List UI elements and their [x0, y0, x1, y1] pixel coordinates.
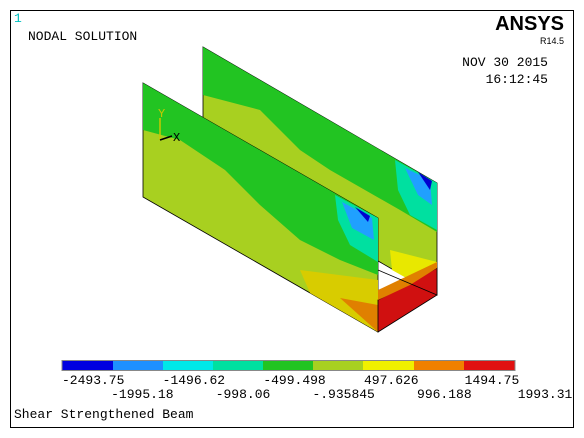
- plot-title: NODAL SOLUTION: [28, 29, 137, 44]
- triad-y: Y: [158, 107, 165, 121]
- legend-labels: -2493.75 -1496.62 -499.498 497.626 1494.75 -1…: [62, 373, 573, 402]
- version: R14.5: [540, 36, 564, 46]
- legend-label: -998.06: [216, 387, 271, 402]
- legend-label: 1993.31: [518, 387, 573, 402]
- triad-x: X: [173, 131, 180, 145]
- contour-blue: [342, 202, 374, 240]
- brand: ANSYS: [495, 13, 564, 35]
- legend-bar: [61, 360, 516, 371]
- legend-label: -1496.62: [163, 373, 225, 388]
- legend-label: -.935845: [312, 387, 374, 402]
- contour-darkblue: [418, 172, 432, 190]
- band: [263, 361, 313, 370]
- band: [313, 361, 363, 370]
- x-axis: [159, 135, 173, 141]
- date: NOV 30 2015: [462, 55, 548, 70]
- beam-model: [142, 46, 438, 333]
- contour-darkblue: [355, 207, 370, 222]
- legend-label: -1995.18: [111, 387, 173, 402]
- time: 16:12:45: [486, 72, 548, 87]
- legend-label: 996.188: [417, 387, 472, 402]
- contour-green: [203, 47, 437, 232]
- contour-blue: [405, 168, 432, 205]
- legend-label: 1494.75: [465, 373, 520, 388]
- band: [113, 361, 163, 370]
- footer-title: Shear Strengthened Beam: [14, 407, 194, 422]
- contour-orange: [378, 262, 437, 300]
- contour-yellow: [300, 270, 378, 332]
- frame: [10, 10, 574, 428]
- contour-orange: [340, 298, 378, 332]
- window-number: 1: [14, 11, 22, 26]
- band: [213, 361, 263, 370]
- triad: Y X: [158, 107, 180, 145]
- legend-label: -499.498: [263, 373, 325, 388]
- legend-label: -2493.75: [62, 373, 124, 388]
- band: [414, 361, 464, 370]
- legend-label: 497.626: [364, 373, 419, 388]
- band: [464, 361, 515, 370]
- band: [62, 361, 113, 370]
- band: [363, 361, 414, 370]
- contour-green: [143, 83, 378, 275]
- legend-border: [61, 360, 516, 371]
- band: [163, 361, 213, 370]
- edge: [377, 269, 438, 296]
